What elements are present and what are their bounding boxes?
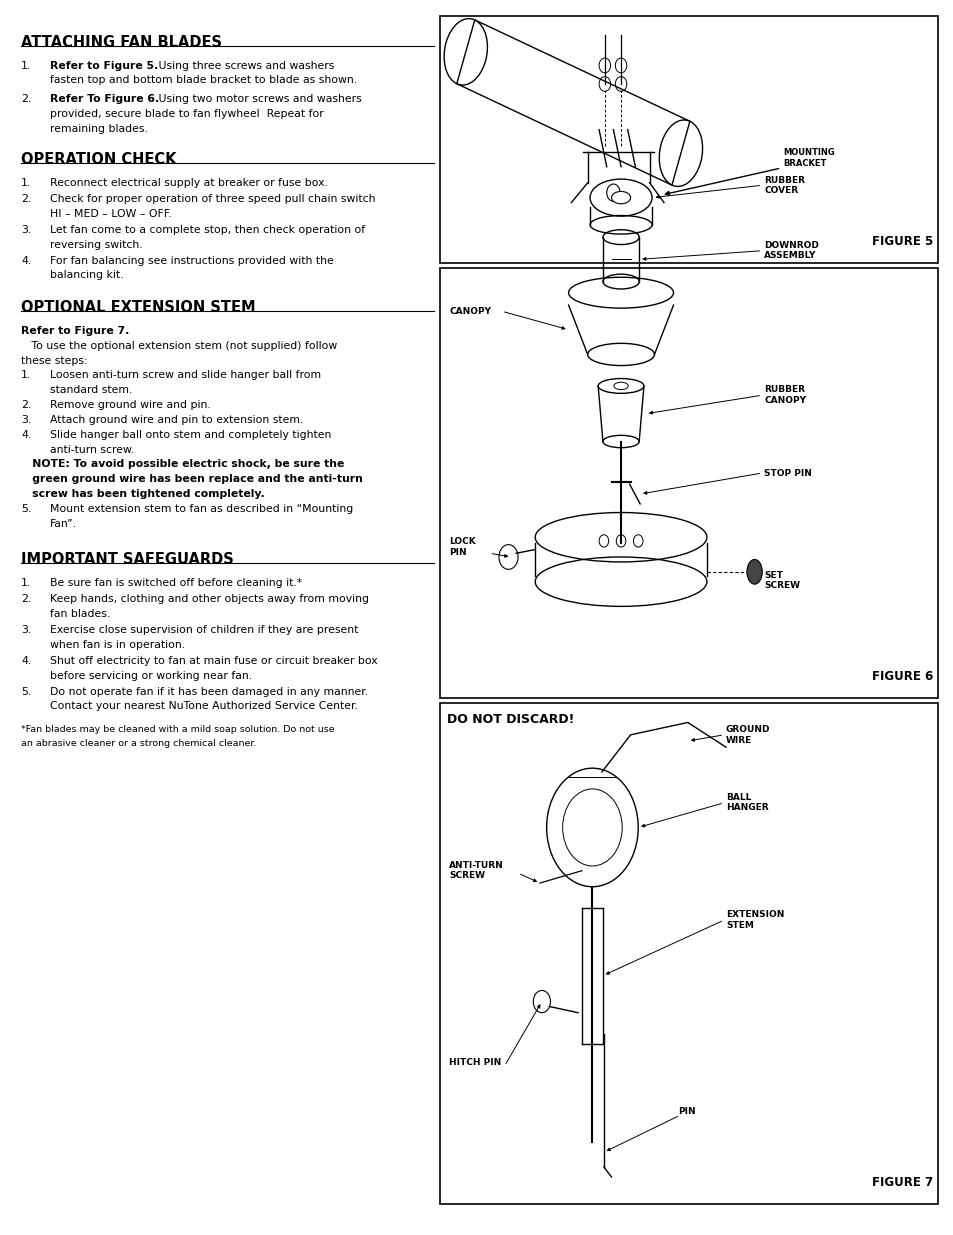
Text: RUBBER
CANOPY: RUBBER CANOPY: [763, 385, 805, 405]
Text: 1.: 1.: [21, 178, 31, 188]
Text: 1.: 1.: [21, 61, 31, 70]
Text: For fan balancing see instructions provided with the: For fan balancing see instructions provi…: [50, 256, 333, 266]
Text: 1.: 1.: [21, 578, 31, 588]
Text: Check for proper operation of three speed pull chain switch: Check for proper operation of three spee…: [50, 194, 375, 204]
Text: MOUNTING
BRACKET: MOUNTING BRACKET: [782, 148, 834, 168]
Text: standard stem.: standard stem.: [50, 385, 132, 395]
Text: STOP PIN: STOP PIN: [763, 468, 811, 478]
Text: *Fan blades may be cleaned with a mild soap solution. Do not use: *Fan blades may be cleaned with a mild s…: [21, 725, 335, 734]
Text: before servicing or working near fan.: before servicing or working near fan.: [50, 671, 252, 680]
Text: Be sure fan is switched off before cleaning it.*: Be sure fan is switched off before clean…: [50, 578, 301, 588]
Bar: [439, 703, 937, 1204]
Text: Using two motor screws and washers: Using two motor screws and washers: [154, 94, 361, 104]
Text: HITCH PIN: HITCH PIN: [449, 1057, 501, 1067]
Text: OPTIONAL EXTENSION STEM: OPTIONAL EXTENSION STEM: [21, 300, 255, 315]
Text: Let fan come to a complete stop, then check operation of: Let fan come to a complete stop, then ch…: [50, 225, 364, 235]
Text: DO NOT DISCARD!: DO NOT DISCARD!: [447, 713, 575, 726]
Text: 2.: 2.: [21, 400, 31, 410]
Text: Contact your nearest NuTone Authorized Service Center.: Contact your nearest NuTone Authorized S…: [50, 701, 357, 711]
Text: reversing switch.: reversing switch.: [50, 240, 142, 249]
Text: Remove ground wire and pin.: Remove ground wire and pin.: [50, 400, 211, 410]
Text: Shut off electricity to fan at main fuse or circuit breaker box: Shut off electricity to fan at main fuse…: [50, 656, 376, 666]
Text: Slide hanger ball onto stem and completely tighten: Slide hanger ball onto stem and complete…: [50, 430, 331, 440]
Text: 4.: 4.: [21, 256, 31, 266]
Text: Refer to Figure 5.: Refer to Figure 5.: [50, 61, 157, 70]
Text: provided, secure blade to fan flywheel  Repeat for: provided, secure blade to fan flywheel R…: [50, 109, 323, 119]
Text: DOWNROD
ASSEMBLY: DOWNROD ASSEMBLY: [763, 241, 819, 261]
Text: Fan”.: Fan”.: [50, 519, 76, 529]
Text: fasten top and bottom blade bracket to blade as shown.: fasten top and bottom blade bracket to b…: [50, 75, 356, 85]
Text: 2.: 2.: [21, 94, 31, 104]
Text: these steps:: these steps:: [21, 356, 88, 366]
Text: OPERATION CHECK: OPERATION CHECK: [21, 152, 176, 167]
Text: 3.: 3.: [21, 625, 31, 635]
Text: EXTENSION
STEM: EXTENSION STEM: [725, 910, 783, 930]
Text: 2.: 2.: [21, 594, 31, 604]
Text: Refer to Figure 7.: Refer to Figure 7.: [21, 326, 130, 336]
Text: remaining blades.: remaining blades.: [50, 124, 148, 133]
Text: FIGURE 7: FIGURE 7: [871, 1176, 932, 1189]
Text: To use the optional extension stem (not supplied) follow: To use the optional extension stem (not …: [21, 341, 336, 351]
Text: SET
SCREW: SET SCREW: [763, 571, 800, 590]
Text: 5.: 5.: [21, 687, 31, 697]
Text: screw has been tightened completely.: screw has been tightened completely.: [21, 489, 265, 499]
Ellipse shape: [614, 383, 627, 390]
Text: ANTI-TURN
SCREW: ANTI-TURN SCREW: [449, 861, 503, 881]
Text: CANOPY: CANOPY: [449, 306, 491, 316]
Text: 1.: 1.: [21, 370, 31, 380]
Text: balancing kit.: balancing kit.: [50, 270, 123, 280]
Text: BALL
HANGER: BALL HANGER: [725, 793, 768, 813]
Ellipse shape: [746, 559, 761, 584]
Text: Refer To Figure 6.: Refer To Figure 6.: [50, 94, 159, 104]
Text: Exercise close supervision of children if they are present: Exercise close supervision of children i…: [50, 625, 357, 635]
Text: Loosen anti-turn screw and slide hanger ball from: Loosen anti-turn screw and slide hanger …: [50, 370, 320, 380]
Text: RUBBER
COVER: RUBBER COVER: [763, 175, 804, 195]
Text: LOCK
PIN: LOCK PIN: [449, 537, 476, 557]
Text: Reconnect electrical supply at breaker or fuse box.: Reconnect electrical supply at breaker o…: [50, 178, 327, 188]
Text: 3.: 3.: [21, 415, 31, 425]
Text: Attach ground wire and pin to extension stem.: Attach ground wire and pin to extension …: [50, 415, 303, 425]
Text: Do not operate fan if it has been damaged in any manner.: Do not operate fan if it has been damage…: [50, 687, 367, 697]
Text: GROUND
WIRE: GROUND WIRE: [725, 725, 770, 745]
Text: Keep hands, clothing and other objects away from moving: Keep hands, clothing and other objects a…: [50, 594, 368, 604]
Text: 4.: 4.: [21, 430, 31, 440]
Text: when fan is in operation.: when fan is in operation.: [50, 640, 185, 650]
Ellipse shape: [611, 191, 630, 204]
Text: 3.: 3.: [21, 225, 31, 235]
Text: PIN: PIN: [678, 1107, 695, 1116]
Text: IMPORTANT SAFEGUARDS: IMPORTANT SAFEGUARDS: [21, 552, 233, 567]
Text: NOTE: To avoid possible electric shock, be sure the: NOTE: To avoid possible electric shock, …: [21, 459, 344, 469]
Text: ATTACHING FAN BLADES: ATTACHING FAN BLADES: [21, 35, 222, 49]
Text: FIGURE 5: FIGURE 5: [871, 235, 932, 248]
Text: green ground wire has been replace and the anti-turn: green ground wire has been replace and t…: [21, 474, 362, 484]
Text: Using three screws and washers: Using three screws and washers: [154, 61, 334, 70]
Bar: [439, 16, 937, 263]
Text: 2.: 2.: [21, 194, 31, 204]
Text: 5.: 5.: [21, 504, 31, 514]
Text: Mount extension stem to fan as described in “Mounting: Mount extension stem to fan as described…: [50, 504, 353, 514]
Text: an abrasive cleaner or a strong chemical cleaner.: an abrasive cleaner or a strong chemical…: [21, 739, 256, 747]
Text: fan blades.: fan blades.: [50, 609, 110, 619]
Text: FIGURE 6: FIGURE 6: [871, 669, 932, 683]
Text: 4.: 4.: [21, 656, 31, 666]
Text: HI – MED – LOW – OFF.: HI – MED – LOW – OFF.: [50, 209, 171, 219]
Bar: [439, 268, 937, 698]
Text: anti-turn screw.: anti-turn screw.: [50, 445, 133, 454]
